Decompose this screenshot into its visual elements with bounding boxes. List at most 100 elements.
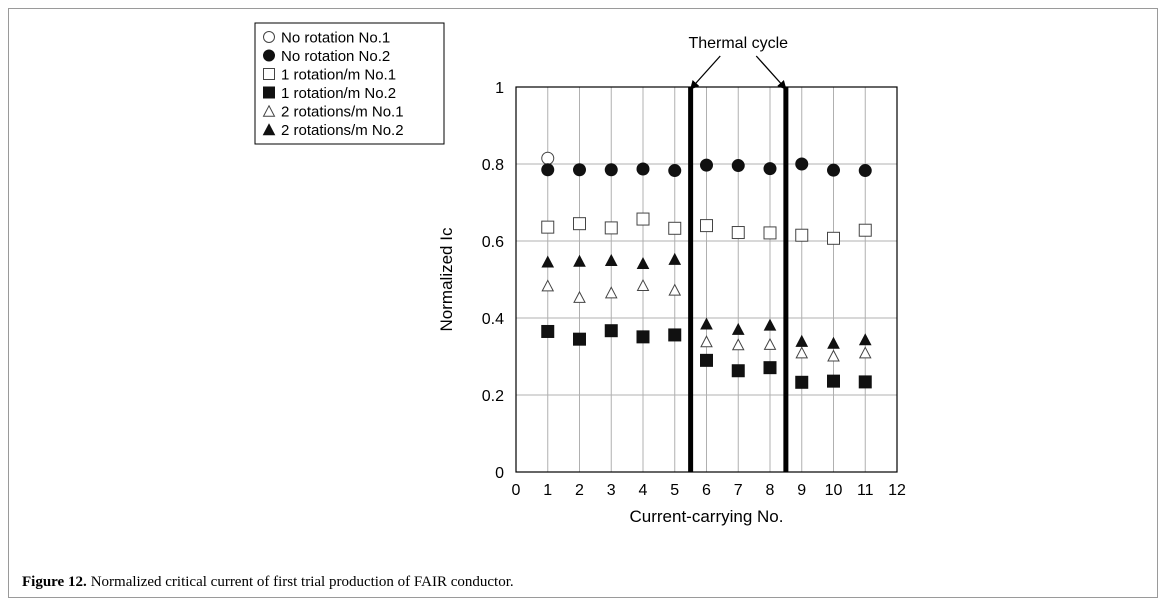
- legend-label: No rotation No.1: [281, 30, 390, 47]
- y-tick-label: 0.6: [482, 234, 504, 251]
- x-tick-label: 1: [543, 482, 552, 499]
- figure-caption: Figure 12. Normalized critical current of…: [22, 574, 514, 591]
- thermal-cycle-arrow: [689, 55, 721, 90]
- data-point: [668, 283, 682, 296]
- data-point: [604, 324, 618, 338]
- y-tick-label: 0.2: [482, 388, 504, 405]
- legend-marker: [262, 123, 276, 136]
- data-point: [731, 226, 745, 240]
- legend-marker: [263, 49, 275, 62]
- data-point: [700, 317, 713, 330]
- data-point: [636, 257, 650, 270]
- data-point: [763, 226, 777, 240]
- data-point: [541, 324, 555, 338]
- y-tick-label: 0.4: [482, 311, 504, 328]
- x-tick-label: 0: [512, 482, 521, 499]
- plot-frame: [515, 86, 898, 473]
- x-tick-label: 5: [670, 482, 679, 499]
- data-point: [795, 157, 809, 171]
- series-layer: [541, 151, 872, 389]
- data-point: [827, 374, 840, 388]
- y-tick-label: 1: [495, 80, 504, 97]
- y-tick-label: 0: [495, 465, 504, 482]
- legend-box: [254, 22, 445, 145]
- figure-caption-text: Normalized critical current of first tri…: [90, 574, 514, 590]
- data-point: [541, 279, 555, 292]
- legend: No rotation No.1No rotation No.2 1 rotati…: [254, 22, 445, 145]
- data-point: [763, 318, 777, 331]
- data-point: [636, 278, 650, 291]
- data-point: [731, 338, 745, 351]
- y-tick-label: 0.8: [482, 157, 504, 174]
- data-point: [604, 221, 618, 235]
- thermal-cycle-annotation: Thermal cycle: [688, 35, 788, 90]
- data-point: [573, 163, 586, 177]
- legend-label: 1 rotation/m No.2: [281, 85, 396, 102]
- x-tick-label: 4: [639, 482, 648, 499]
- data-point: [573, 217, 586, 231]
- data-point: [668, 164, 682, 178]
- legend-marker: [263, 86, 275, 99]
- data-point: [700, 158, 713, 172]
- data-point: [858, 346, 872, 359]
- x-tick-label: 8: [766, 482, 775, 499]
- legend-label: 2 rotations/m No.1: [281, 104, 404, 121]
- data-point: [827, 336, 840, 349]
- data-point: [731, 364, 745, 378]
- data-point: [604, 286, 618, 299]
- x-tick-label: 6: [702, 482, 711, 499]
- y-tick-labels: 0 0.2 0.4 0.6 0.8 1: [482, 80, 504, 482]
- data-point: [858, 333, 872, 346]
- thermal-cycle-lines: [688, 87, 789, 472]
- data-point: [573, 290, 586, 303]
- legend-label: 1 rotation/m No.1: [281, 67, 396, 84]
- legend-marker: [263, 68, 275, 80]
- data-point: [668, 328, 682, 342]
- data-point: [763, 361, 777, 375]
- data-point: [541, 151, 555, 165]
- data-point: [827, 349, 840, 362]
- thermal-cycle-label: Thermal cycle: [688, 35, 788, 52]
- data-point: [541, 163, 555, 177]
- x-tick-label: 7: [734, 482, 743, 499]
- x-tick-label: 10: [825, 482, 843, 499]
- legend-marker: [263, 31, 275, 43]
- data-point: [668, 221, 682, 235]
- data-point: [636, 330, 650, 344]
- legend-marker: [262, 104, 276, 117]
- thermal-cycle-arrow: [755, 55, 787, 90]
- x-axis-label: Current-carrying No.: [630, 507, 784, 526]
- data-point: [795, 334, 809, 347]
- data-point: [795, 346, 809, 359]
- series-2: [541, 212, 872, 245]
- data-point: [858, 375, 872, 389]
- y-axis-label: Normalized Ic: [437, 227, 456, 331]
- data-point: [573, 254, 586, 267]
- data-point: [700, 335, 713, 348]
- x-tick-label: 9: [797, 482, 806, 499]
- data-point: [541, 220, 555, 234]
- data-point: [604, 163, 618, 177]
- legend-label: No rotation No.2: [281, 48, 390, 65]
- data-point: [731, 159, 745, 173]
- series-0: [541, 151, 555, 165]
- data-point: [858, 223, 872, 237]
- data-point: [573, 332, 586, 346]
- series-4: [541, 278, 872, 362]
- series-5: [541, 252, 872, 349]
- data-point: [763, 162, 777, 176]
- data-point: [858, 164, 872, 178]
- data-point: [541, 255, 555, 268]
- data-point: [763, 337, 777, 350]
- x-tick-label: 3: [607, 482, 616, 499]
- figure-caption-label: Figure 12.: [22, 574, 87, 590]
- data-point: [604, 253, 618, 266]
- grid: [515, 86, 898, 473]
- x-tick-label: 11: [857, 482, 874, 499]
- data-point: [636, 212, 650, 226]
- data-point: [827, 163, 840, 177]
- data-point: [731, 322, 745, 335]
- data-point: [700, 353, 713, 367]
- data-point: [636, 162, 650, 176]
